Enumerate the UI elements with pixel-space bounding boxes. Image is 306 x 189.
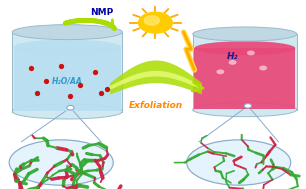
Text: H₂O/AA: H₂O/AA (52, 77, 83, 86)
Circle shape (229, 60, 237, 65)
Circle shape (247, 50, 255, 55)
Ellipse shape (9, 140, 113, 185)
Ellipse shape (14, 40, 121, 55)
Text: Exfoliation: Exfoliation (129, 101, 183, 110)
Circle shape (139, 12, 172, 33)
Ellipse shape (12, 25, 122, 40)
Circle shape (144, 16, 159, 25)
Ellipse shape (194, 41, 295, 55)
Bar (14, 47, 121, 111)
Polygon shape (110, 71, 202, 90)
Bar (194, 48, 295, 109)
Circle shape (216, 69, 224, 74)
Ellipse shape (193, 27, 297, 41)
Circle shape (67, 105, 74, 110)
Bar (12, 32, 122, 112)
Ellipse shape (193, 103, 297, 117)
Text: H₂: H₂ (227, 52, 238, 61)
Circle shape (259, 66, 267, 70)
Ellipse shape (12, 104, 122, 119)
Circle shape (244, 104, 252, 108)
Polygon shape (110, 60, 202, 94)
Ellipse shape (187, 140, 291, 185)
Bar (193, 34, 297, 110)
Text: NMP: NMP (90, 8, 113, 17)
